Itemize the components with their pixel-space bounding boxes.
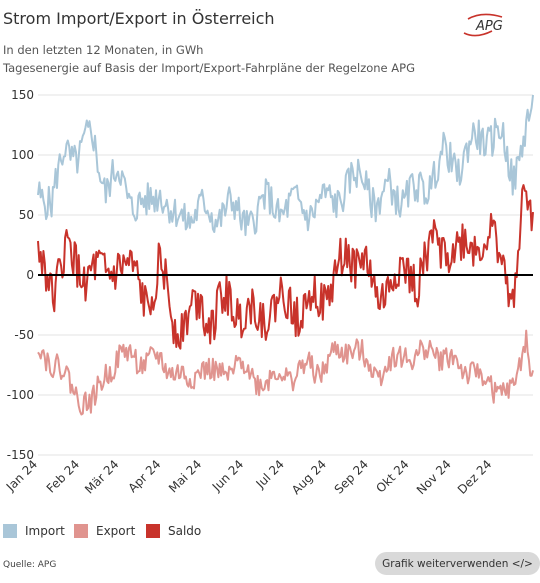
apg-logo-text: APG bbox=[475, 19, 503, 34]
y-tick-label: 0 bbox=[26, 268, 34, 282]
legend-item-saldo[interactable]: Saldo bbox=[146, 524, 201, 538]
legend-item-import[interactable]: Import bbox=[3, 524, 65, 538]
source-note: Quelle: APG bbox=[3, 560, 57, 570]
chart-title: Strom Import/Export in Österreich bbox=[3, 9, 275, 28]
reuse-graphic-button[interactable]: Grafik weiterverwenden </> bbox=[375, 552, 540, 575]
y-tick-label: -100 bbox=[7, 388, 34, 402]
apg-logo: APG bbox=[463, 13, 503, 37]
legend-label-export: Export bbox=[96, 524, 136, 538]
x-tick-label: Aug 24 bbox=[289, 457, 329, 497]
y-tick-label: 100 bbox=[11, 148, 34, 162]
legend-swatch-export bbox=[74, 524, 88, 538]
x-tick-label: Nov 24 bbox=[414, 457, 454, 497]
legend-item-export[interactable]: Export bbox=[74, 524, 135, 538]
x-tick-label: Dez 24 bbox=[455, 457, 495, 497]
y-tick-label: -150 bbox=[7, 448, 34, 462]
legend-swatch-import bbox=[3, 524, 17, 538]
y-tick-label: 50 bbox=[19, 208, 34, 222]
y-tick-label: 150 bbox=[11, 88, 34, 102]
x-tick-label: Okt 24 bbox=[373, 457, 411, 495]
x-tick-label: Jul 24 bbox=[253, 457, 287, 491]
series-line-export bbox=[37, 329, 534, 416]
chart-subtitle-description: Tagesenergie auf Basis der Import/Export… bbox=[3, 61, 415, 75]
y-tick-label: -50 bbox=[14, 328, 34, 342]
legend-label-import: Import bbox=[25, 524, 65, 538]
x-tick-label: Jan 24 bbox=[3, 457, 40, 494]
chart-subtitle: In den letzten 12 Monaten, in GWh bbox=[3, 43, 204, 57]
x-tick-label: Jun 24 bbox=[209, 457, 246, 494]
x-tick-label: Mär 24 bbox=[82, 457, 121, 496]
legend-label-saldo: Saldo bbox=[168, 524, 202, 538]
x-tick-label: Mai 24 bbox=[166, 457, 204, 495]
series-line-import bbox=[37, 94, 534, 237]
x-tick-label: Sep 24 bbox=[332, 457, 371, 496]
series-line-saldo bbox=[37, 184, 534, 350]
x-tick-label: Apr 24 bbox=[125, 457, 163, 495]
legend-swatch-saldo bbox=[146, 524, 160, 538]
x-tick-label: Feb 24 bbox=[44, 457, 82, 495]
